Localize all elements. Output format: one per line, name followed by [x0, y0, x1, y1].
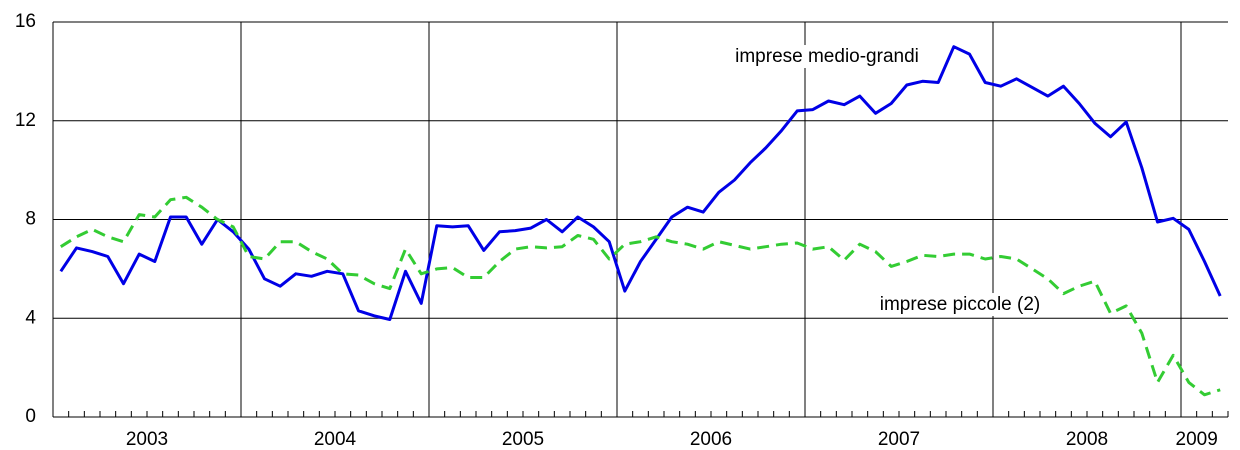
y-tick-label: 8 — [25, 209, 36, 230]
series-line — [59, 195, 1221, 397]
label-background — [732, 45, 922, 69]
x-tick-label: 2007 — [878, 429, 920, 450]
x-tick-label: 2009 — [1176, 429, 1218, 450]
series-label: imprese medio-grandi — [735, 46, 919, 67]
y-tick-label: 16 — [15, 11, 36, 32]
y-tick-label: 0 — [25, 406, 36, 427]
y-tick-label: 12 — [15, 110, 36, 131]
x-tick-label: 2006 — [690, 429, 732, 450]
x-tick-label: 2003 — [126, 429, 168, 450]
label-background — [876, 293, 1044, 317]
y-tick-label: 4 — [25, 307, 36, 328]
series-label: imprese piccole (2) — [880, 294, 1041, 315]
x-tick-label: 2004 — [314, 429, 357, 450]
x-tick-label: 2005 — [502, 429, 544, 450]
x-tick-label: 2008 — [1066, 429, 1108, 450]
series-line — [59, 45, 1222, 321]
